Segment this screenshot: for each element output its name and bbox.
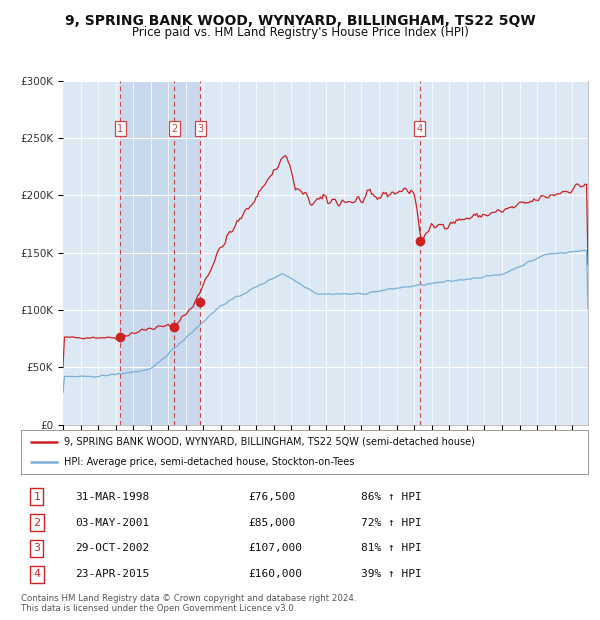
Text: £85,000: £85,000 [248,518,295,528]
Text: Price paid vs. HM Land Registry's House Price Index (HPI): Price paid vs. HM Land Registry's House … [131,26,469,39]
Text: 1: 1 [117,124,123,134]
Text: 2: 2 [172,124,178,134]
Text: 39% ↑ HPI: 39% ↑ HPI [361,569,422,580]
Text: £107,000: £107,000 [248,544,302,554]
Text: 81% ↑ HPI: 81% ↑ HPI [361,544,422,554]
Text: 9, SPRING BANK WOOD, WYNYARD, BILLINGHAM, TS22 5QW: 9, SPRING BANK WOOD, WYNYARD, BILLINGHAM… [65,14,535,28]
Text: 31-MAR-1998: 31-MAR-1998 [75,492,149,502]
Bar [120,81,175,425]
Text: 86% ↑ HPI: 86% ↑ HPI [361,492,422,502]
Text: 23-APR-2015: 23-APR-2015 [75,569,149,580]
Text: 4: 4 [416,124,422,134]
Text: 4: 4 [34,569,40,580]
Text: 9, SPRING BANK WOOD, WYNYARD, BILLINGHAM, TS22 5QW (semi-detached house): 9, SPRING BANK WOOD, WYNYARD, BILLINGHAM… [64,436,475,447]
Text: 72% ↑ HPI: 72% ↑ HPI [361,518,422,528]
Text: 1: 1 [34,492,40,502]
Text: £160,000: £160,000 [248,569,302,580]
Text: Contains HM Land Registry data © Crown copyright and database right 2024.
This d: Contains HM Land Registry data © Crown c… [21,594,356,613]
Text: 29-OCT-2002: 29-OCT-2002 [75,544,149,554]
Text: HPI: Average price, semi-detached house, Stockton-on-Tees: HPI: Average price, semi-detached house,… [64,457,354,467]
Bar [175,81,200,425]
Text: £76,500: £76,500 [248,492,295,502]
Text: 03-MAY-2001: 03-MAY-2001 [75,518,149,528]
Text: 3: 3 [34,544,40,554]
Text: 3: 3 [197,124,203,134]
Text: 2: 2 [34,518,40,528]
